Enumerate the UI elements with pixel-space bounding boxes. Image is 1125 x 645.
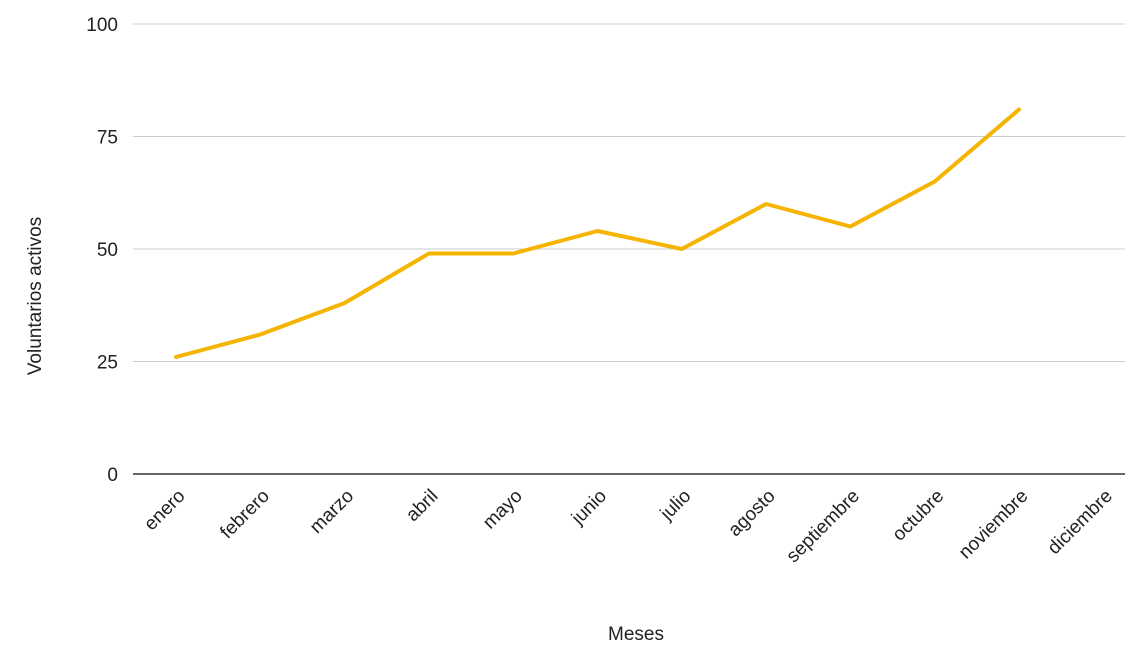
x-tick-label: agosto [724, 486, 779, 541]
x-axis-tick-labels: enero febrero marzo abril mayo junio julio agos… [140, 486, 1117, 567]
x-tick-label: junio [567, 486, 611, 530]
y-axis-tick-labels: 0 25 50 75 100 [86, 15, 118, 486]
x-tick-label: julio [656, 486, 695, 525]
x-tick-label: marzo [306, 486, 358, 538]
x-tick-label: octubre [889, 486, 949, 546]
y-tick-label: 50 [97, 240, 118, 261]
x-tick-label: diciembre [1044, 486, 1117, 559]
grid-lines [133, 23, 1125, 362]
x-tick-label: enero [140, 486, 189, 535]
y-tick-label: 25 [97, 353, 118, 374]
x-tick-label: mayo [479, 486, 527, 534]
y-axis-title: Voluntarios activos [25, 217, 46, 375]
y-tick-label: 0 [107, 465, 118, 486]
x-axis-title: Meses [608, 624, 664, 645]
x-tick-label: septiembre [783, 486, 864, 567]
x-tick-label: febrero [216, 486, 273, 543]
x-tick-label: abril [402, 486, 442, 526]
y-tick-label: 75 [97, 128, 118, 149]
series-lines [174, 107, 1021, 359]
y-tick-label: 100 [86, 15, 118, 36]
series-line-0 [174, 107, 1021, 359]
x-tick-label: noviembre [955, 486, 1033, 564]
